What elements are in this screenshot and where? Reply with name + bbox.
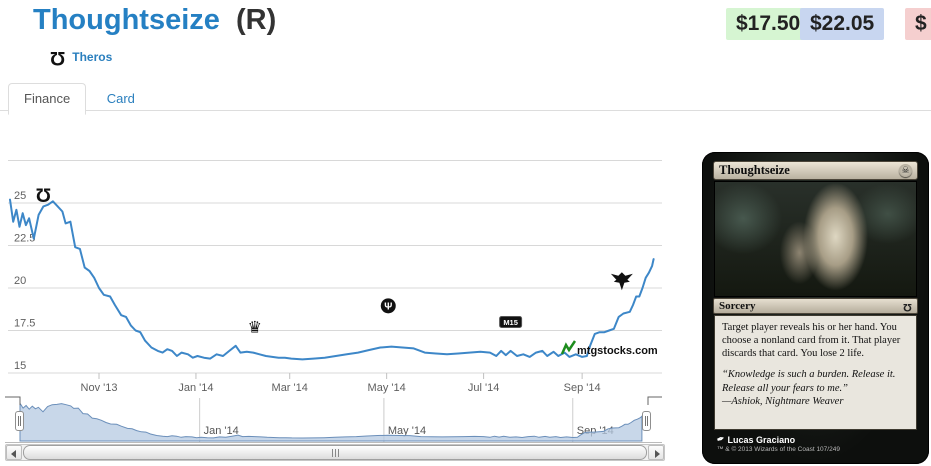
tab-finance[interactable]: Finance xyxy=(8,83,87,115)
navigator-left-handle[interactable] xyxy=(15,411,24,431)
card-title-bar: Thoughtseize ☠ xyxy=(713,161,918,180)
journey-into-nyx-icon xyxy=(380,298,396,314)
journey-into-nyx-icon-glyph: Ψ xyxy=(384,301,392,312)
rarity-suffix: (R) xyxy=(236,4,277,36)
price-line xyxy=(9,198,655,361)
y-axis-label: 17.5 xyxy=(14,318,35,330)
scrollbar-thumb[interactable] xyxy=(23,445,647,460)
x-axis-label: Jul '14 xyxy=(468,382,499,394)
price-badge-low: $17.50 xyxy=(726,8,811,40)
scrollbar-left-arrow[interactable] xyxy=(6,445,22,460)
x-axis-label: Nov '13 xyxy=(81,382,118,394)
born-of-the-gods-icon: ♛ xyxy=(248,319,262,336)
card-artist-name: Lucas Graciano xyxy=(727,434,796,445)
theros-set-icon: Ω xyxy=(50,46,66,68)
theros-icon: Ω xyxy=(36,184,51,205)
navigator-axis-label: Jan '14 xyxy=(204,425,239,437)
navigator-right-handle[interactable] xyxy=(642,411,651,431)
price-badge-average: $22.05 xyxy=(800,8,885,40)
x-axis-label: Jan '14 xyxy=(178,382,213,394)
card-rules-text: Target player reveals his or her hand. Y… xyxy=(722,322,901,360)
page-title: Thoughtseize (R) xyxy=(33,4,276,37)
tab-card[interactable]: Card xyxy=(106,91,135,106)
card-name-heading: Thoughtseize xyxy=(33,4,220,36)
navigator-outline-right xyxy=(647,396,662,405)
card-flavor-attribution: —Ashiok, Nightmare Weaver xyxy=(722,395,844,407)
card-copyright: ™ & © 2013 Wizards of the Coast 107/249 xyxy=(717,446,840,453)
mtgstocks-logo-icon xyxy=(560,340,577,355)
price-badge-high: $ xyxy=(905,8,931,40)
card-artist-line: ✒ Lucas Graciano xyxy=(713,433,918,446)
m15-icon-glyph: M15 xyxy=(503,318,518,327)
y-axis-label: 20 xyxy=(14,275,26,287)
set-name-link[interactable]: Theros xyxy=(72,50,113,64)
price-badges: $17.50 $22.05 $ xyxy=(0,8,931,48)
y-axis-label: 25 xyxy=(14,190,26,202)
navigator-axis-label: May '14 xyxy=(388,425,426,437)
scrollbar-right-arrow[interactable] xyxy=(648,445,664,460)
card-name: Thoughtseize xyxy=(719,163,790,177)
brush-icon: ✒ xyxy=(715,433,726,446)
navigator-chart-svg[interactable]: Jan '14 May '14 Sep '14 xyxy=(0,396,670,444)
card-text-box: Target player reveals his or her hand. Y… xyxy=(714,315,917,430)
chart-scrollbar[interactable] xyxy=(5,444,665,461)
theros-set-symbol-icon: Ω xyxy=(903,300,912,313)
card-preview[interactable]: Thoughtseize ☠ Sorcery Ω Target player r… xyxy=(702,152,929,464)
card-type-line: Sorcery xyxy=(719,300,756,312)
price-chart[interactable]: 15 17.5 20 22.5 25 Nov '13 Jan '14 Mar '14 May '… xyxy=(0,146,670,466)
watermark-text: mtgstocks.com xyxy=(577,345,658,357)
right-arrow-icon xyxy=(655,450,660,458)
y-axis-label: 15 xyxy=(14,360,26,372)
left-arrow-icon xyxy=(11,450,16,458)
card-flavor-text: “Knowledge is such a burden. Release it.… xyxy=(722,369,896,394)
card-art xyxy=(714,181,917,297)
navigator-outline-left xyxy=(5,396,21,405)
khans-of-tarkir-icon xyxy=(610,272,633,291)
card-type-bar: Sorcery Ω xyxy=(713,298,918,314)
black-mana-icon: ☠ xyxy=(899,164,912,177)
x-axis-label: Mar '14 xyxy=(272,382,308,394)
main-chart-svg[interactable]: 15 17.5 20 22.5 25 Nov '13 Jan '14 Mar '14 May '… xyxy=(0,146,670,396)
tab-bar: Finance Card xyxy=(0,82,931,115)
x-axis-label: May '14 xyxy=(368,382,406,394)
x-axis-label: Sep '14 xyxy=(564,382,601,394)
set-row[interactable]: Ω Theros xyxy=(50,46,112,68)
m15-icon xyxy=(499,316,523,328)
y-axis-label: 22.5 xyxy=(14,233,35,245)
navigator-area xyxy=(19,401,643,442)
